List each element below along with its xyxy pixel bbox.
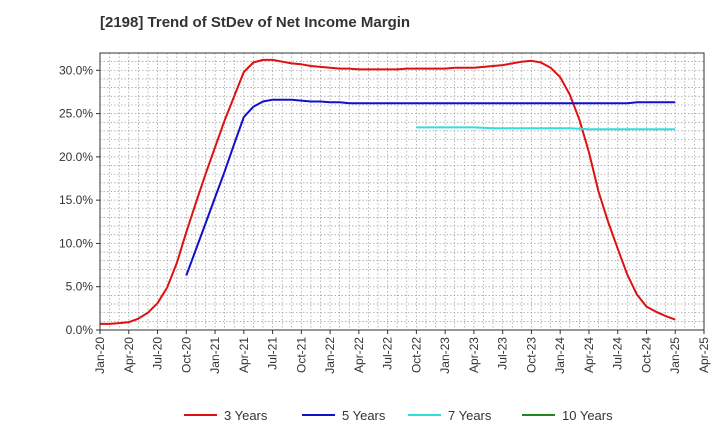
x-tick-label: Jan-25 <box>668 337 682 374</box>
x-tick-label: Jul-20 <box>151 337 165 370</box>
y-tick-label: 0.0% <box>66 323 94 337</box>
legend: 3 Years 5 Years 7 Years 10 Years <box>184 408 613 423</box>
x-tick-label: Jan-21 <box>208 337 222 374</box>
x-tick-label: Jan-23 <box>438 337 452 374</box>
x-tick-label: Apr-21 <box>237 337 251 373</box>
series-line-3-years <box>100 58 676 325</box>
x-tick-label: Jul-23 <box>496 337 510 370</box>
grid <box>100 53 704 330</box>
x-tick-label: Apr-20 <box>122 337 136 373</box>
x-tick-label: Apr-23 <box>467 337 481 373</box>
legend-label: 5 Years <box>342 408 386 423</box>
x-tick-label: Jul-21 <box>266 337 280 370</box>
y-tick-label: 10.0% <box>59 236 93 250</box>
y-tick-label: 20.0% <box>59 150 93 164</box>
x-tick-label: Oct-23 <box>524 337 538 373</box>
y-axis-ticks: 0.0% 5.0% 10.0% 15.0% 20.0% 25.0% 30.0% <box>59 63 100 337</box>
x-tick-label: Apr-22 <box>352 337 366 373</box>
legend-label: 7 Years <box>448 408 492 423</box>
x-tick-label: Oct-20 <box>179 337 193 373</box>
y-tick-label: 25.0% <box>59 107 93 121</box>
x-axis-ticks: Jan-20 Apr-20 Jul-20 Oct-20 Jan-21 Apr-21 Jul-… <box>93 330 711 374</box>
x-tick-label: Oct-22 <box>409 337 423 373</box>
legend-label: 10 Years <box>562 408 613 423</box>
y-tick-label: 30.0% <box>59 63 93 77</box>
x-tick-label: Oct-24 <box>639 337 653 373</box>
x-tick-label: Oct-21 <box>294 337 308 373</box>
chart-title: [2198] Trend of StDev of Net Income Marg… <box>100 14 411 31</box>
x-tick-label: Apr-24 <box>582 337 596 373</box>
y-tick-label: 15.0% <box>59 193 93 207</box>
legend-label: 3 Years <box>224 408 268 423</box>
series-line-5-years <box>185 98 676 276</box>
x-tick-label: Jan-20 <box>93 337 107 374</box>
x-tick-label: Jul-24 <box>611 337 625 370</box>
x-tick-label: Jul-22 <box>381 337 395 370</box>
x-tick-label: Jan-22 <box>323 337 337 374</box>
series-lines <box>100 58 676 325</box>
plot-frame <box>99 52 705 331</box>
x-tick-label: Jan-24 <box>553 337 567 374</box>
series-line-7-years <box>416 126 676 131</box>
y-tick-label: 5.0% <box>66 280 94 294</box>
x-tick-label: Apr-25 <box>697 337 711 373</box>
